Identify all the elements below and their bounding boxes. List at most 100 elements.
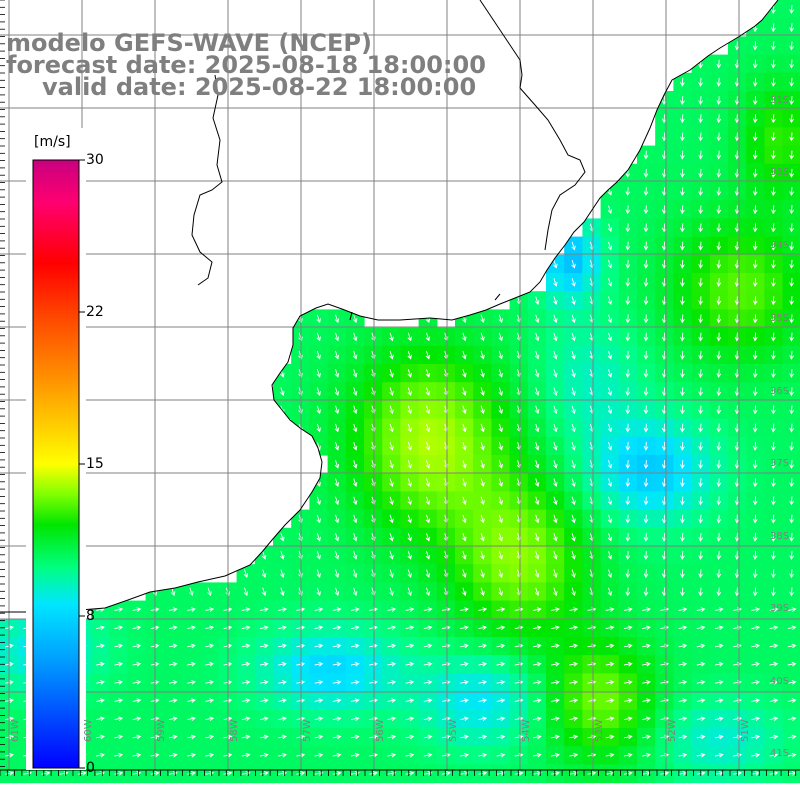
wind-arrow xyxy=(532,661,542,667)
wind-arrow xyxy=(498,587,503,597)
wind-arrow xyxy=(569,643,579,649)
wind-arrow xyxy=(352,423,358,433)
wind-arrow xyxy=(716,241,722,251)
wind-arrow xyxy=(407,460,412,469)
wind-arrow xyxy=(734,332,740,342)
wind-arrow xyxy=(571,551,576,560)
wind-arrow xyxy=(480,405,485,415)
wind-arrow xyxy=(387,607,397,612)
wind-arrow xyxy=(187,680,196,685)
wind-arrow xyxy=(316,387,321,396)
wind-arrow xyxy=(334,332,340,342)
lon-label: 60W xyxy=(83,719,94,742)
wind-arrow xyxy=(661,296,667,306)
wind-arrow xyxy=(423,661,433,667)
wind-arrow xyxy=(625,587,631,597)
wind-arrow xyxy=(607,496,613,506)
wind-arrow xyxy=(769,734,779,740)
wind-arrow xyxy=(625,259,631,269)
wind-arrow xyxy=(661,332,667,342)
wind-arrow xyxy=(623,661,633,667)
wind-arrow xyxy=(680,350,685,360)
wind-arrow xyxy=(771,460,776,470)
wind-arrow xyxy=(571,369,576,378)
wind-arrow xyxy=(734,77,740,87)
wind-arrow xyxy=(241,643,251,649)
wind-arrow xyxy=(316,532,321,542)
wind-arrow xyxy=(389,587,394,597)
wind-arrow xyxy=(698,405,703,415)
wind-arrow xyxy=(642,698,651,703)
wind-arrow xyxy=(714,643,724,649)
wind-arrow xyxy=(716,114,722,124)
wind-arrow xyxy=(350,625,360,631)
wind-arrow xyxy=(405,661,415,667)
wind-arrow xyxy=(714,625,724,631)
wind-arrow xyxy=(496,716,506,722)
wind-arrow xyxy=(698,132,703,142)
wind-arrow xyxy=(623,716,633,722)
wind-arrow xyxy=(496,734,506,740)
wind-arrow xyxy=(569,625,579,631)
wind-arrow xyxy=(423,771,433,776)
wind-arrow xyxy=(789,278,794,288)
wind-arrow xyxy=(789,77,794,87)
wind-arrow xyxy=(132,680,142,685)
wind-arrow xyxy=(696,625,706,631)
colorbar-tick-30: 30 xyxy=(86,152,104,168)
wind-arrow xyxy=(478,716,488,722)
wind-arrow xyxy=(496,752,506,758)
wind-arrow xyxy=(205,716,215,722)
wind-arrow xyxy=(696,607,706,612)
wind-arrow xyxy=(551,680,560,685)
wind-arrow xyxy=(643,150,649,160)
wind-arrow xyxy=(642,734,651,740)
wind-arrow xyxy=(771,496,776,506)
wind-arrow xyxy=(480,587,485,597)
wind-arrow xyxy=(643,332,649,342)
wind-arrow xyxy=(680,532,685,542)
colorbar-gradient xyxy=(32,159,80,769)
wind-arrow xyxy=(771,405,776,415)
wind-arrow xyxy=(352,441,358,451)
wind-arrow xyxy=(334,387,340,396)
wind-arrow xyxy=(734,168,740,178)
wind-arrow xyxy=(623,752,633,758)
valid-date: valid date: 2025-08-22 18:00:00 xyxy=(42,73,477,101)
lat-label: 40S xyxy=(770,676,790,687)
wind-arrow xyxy=(460,698,469,703)
wind-arrow xyxy=(278,680,287,685)
lat-label: 36S xyxy=(770,386,790,397)
wind-arrow xyxy=(553,259,558,269)
wind-arrow xyxy=(643,205,649,215)
wind-arrow xyxy=(607,423,613,433)
wind-arrow xyxy=(480,460,485,469)
wind-arrow xyxy=(96,661,105,667)
wind-arrow xyxy=(425,587,431,597)
wind-arrow xyxy=(771,350,776,360)
wind-arrow xyxy=(643,350,649,360)
wind-arrow xyxy=(661,460,667,470)
wind-arrow xyxy=(680,168,685,178)
wind-arrow xyxy=(698,278,703,288)
wind-arrow xyxy=(698,423,703,433)
wind-arrow xyxy=(296,698,306,703)
wind-arrow xyxy=(553,423,558,433)
wind-arrow xyxy=(334,460,340,469)
wind-arrow xyxy=(716,205,722,215)
wind-arrow xyxy=(553,387,558,396)
wind-arrow xyxy=(460,661,469,667)
wind-arrow xyxy=(280,387,285,396)
wind-arrow xyxy=(243,569,249,578)
wind-arrow xyxy=(460,643,469,649)
wind-arrow xyxy=(241,625,251,631)
wind-arrow xyxy=(607,296,613,305)
wind-arrow xyxy=(716,96,722,106)
wind-arrow xyxy=(789,496,794,506)
wind-arrow xyxy=(623,680,633,685)
wind-arrow xyxy=(114,607,124,612)
wind-arrow xyxy=(696,752,706,758)
wind-arrow xyxy=(661,314,667,324)
wind-arrow xyxy=(460,716,469,722)
wind-arrow xyxy=(296,625,306,631)
